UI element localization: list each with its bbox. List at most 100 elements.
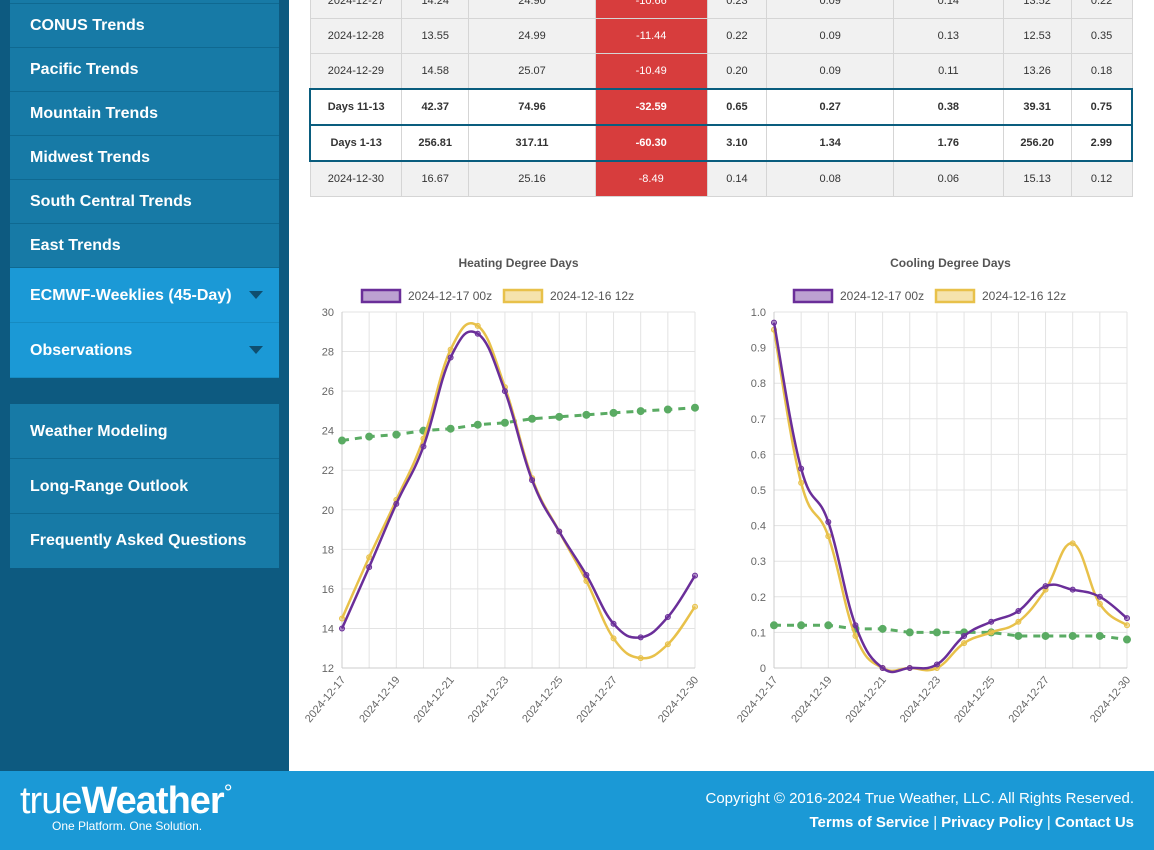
table-cell: 2.99 <box>1070 124 1133 162</box>
x-tick-label: 2024-12-21 <box>412 674 457 725</box>
heating-degree-days-chart: Heating Degree Days 2024-12-17 00z 2024-12… <box>303 256 701 725</box>
data-point <box>1069 540 1076 547</box>
sidebar-item-observations[interactable]: Observations <box>10 323 279 378</box>
data-point <box>1041 631 1050 640</box>
data-point <box>583 572 590 579</box>
data-point <box>636 407 645 416</box>
sidebar-item-faq[interactable]: Frequently Asked Questions <box>10 514 279 568</box>
sidebar-item-south-central-trends[interactable]: South Central Trends <box>10 180 279 224</box>
sidebar-item-weather-modeling[interactable]: Weather Modeling <box>10 404 279 459</box>
trueweather-logo[interactable]: trueWeather° <box>20 780 233 823</box>
data-point <box>825 519 832 526</box>
legend-swatch <box>792 288 834 304</box>
x-tick-label: 2024-12-17 <box>303 674 348 725</box>
y-tick-label: 24 <box>322 426 334 438</box>
table-cell: 317.11 <box>468 124 596 162</box>
sidebar-item-label: Midwest Trends <box>30 149 151 166</box>
sidebar-item-long-range-outlook[interactable]: Long-Range Outlook <box>10 459 279 514</box>
sidebar-item-east-trends[interactable]: East Trends <box>10 224 279 268</box>
chevron-down-icon[interactable] <box>249 291 263 299</box>
data-point <box>1096 593 1103 600</box>
data-point <box>798 479 805 486</box>
table-cell: -60.30 <box>594 124 708 162</box>
sidebar-item-label: Frequently Asked Questions <box>30 532 247 549</box>
data-point <box>1095 631 1104 640</box>
data-point <box>988 618 995 625</box>
table-cell: 0.20 <box>706 53 768 90</box>
x-tick-label: 2024-12-23 <box>898 674 943 725</box>
data-point <box>771 319 777 326</box>
sidebar-item-label: East Trends <box>30 237 121 254</box>
sidebar-item-ecmwf-weeklies[interactable]: ECMWF-Weeklies (45-Day) <box>10 268 279 323</box>
chevron-down-icon[interactable] <box>249 346 263 354</box>
table-cell: 0.14 <box>893 0 1004 19</box>
x-tick-label: 2024-12-25 <box>520 674 565 725</box>
table-cell: 0.22 <box>1070 0 1133 19</box>
data-point <box>1014 631 1023 640</box>
table-cell: 0.35 <box>1070 18 1133 54</box>
data-point <box>1123 635 1131 644</box>
data-point <box>664 641 671 648</box>
legend-label: 2024-12-16 12z <box>550 289 634 303</box>
main-content: 2024-12-27 14.24 24.90 -10.66 0.23 0.09 0.14 13… <box>289 0 1154 771</box>
chart-title: Cooling Degree Days <box>890 256 1011 270</box>
y-tick-label: 0.9 <box>751 343 766 355</box>
legend-label: 2024-12-17 00z <box>840 289 924 303</box>
y-tick-label: 18 <box>322 544 334 556</box>
sidebar-item-mountain-trends[interactable]: Mountain Trends <box>10 92 279 136</box>
table-cell: 256.20 <box>1002 124 1072 162</box>
table-cell: 0.06 <box>893 160 1004 197</box>
table-cell: 15.13 <box>1002 160 1072 197</box>
y-tick-label: 0 <box>760 663 766 675</box>
x-tick-label: 2024-12-27 <box>574 674 619 725</box>
sidebar-item-label: Observations <box>30 342 133 359</box>
table-cell: 0.27 <box>766 88 895 126</box>
data-point <box>1069 586 1076 593</box>
y-tick-label: 0.7 <box>751 414 766 426</box>
sidebar-item-top-partial[interactable] <box>10 0 279 4</box>
data-point <box>447 354 454 361</box>
data-point <box>339 615 345 622</box>
privacy-policy-link[interactable]: Privacy Policy <box>941 814 1043 831</box>
x-tick-label: 2024-12-19 <box>789 674 834 725</box>
table-cell: 0.11 <box>893 53 1004 90</box>
data-point <box>1068 631 1077 640</box>
table-cell: 0.08 <box>766 160 895 197</box>
terms-of-service-link[interactable]: Terms of Service <box>809 814 930 831</box>
y-tick-label: 16 <box>322 584 334 596</box>
table-cell: Days 11-13 <box>309 88 403 126</box>
contact-us-link[interactable]: Contact Us <box>1054 814 1134 831</box>
data-point <box>529 477 536 484</box>
table-cell: 24.90 <box>468 0 596 19</box>
data-point <box>932 628 941 637</box>
sidebar-item-label: Mountain Trends <box>30 105 158 122</box>
table-cell: 0.13 <box>893 18 1004 54</box>
table-cell: -10.66 <box>594 0 708 19</box>
sidebar-item-pacific-trends[interactable]: Pacific Trends <box>10 48 279 92</box>
y-tick-label: 26 <box>322 386 334 398</box>
table-cell: -32.59 <box>594 88 708 126</box>
sidebar-item-midwest-trends[interactable]: Midwest Trends <box>10 136 279 180</box>
data-point <box>393 500 400 507</box>
data-point <box>637 634 644 641</box>
data-point <box>692 572 698 579</box>
data-point <box>961 640 968 647</box>
data-point <box>1015 618 1022 625</box>
sidebar-item-conus-trends[interactable]: CONUS Trends <box>10 4 279 48</box>
legend-label: 2024-12-16 12z <box>982 289 1066 303</box>
sidebar-nav-group-1: CONUS Trends Pacific Trends Mountain Tre… <box>10 0 279 378</box>
table-cell: 0.09 <box>766 53 895 90</box>
data-point <box>879 665 886 671</box>
table-row: 2024-12-30 16.67 25.16 -8.49 0.14 0.08 0.06 15.… <box>309 160 1133 197</box>
data-point <box>988 629 995 636</box>
table-cell: 2024-12-29 <box>309 53 403 90</box>
data-point <box>420 443 427 450</box>
table-cell: 12.53 <box>1002 18 1072 54</box>
x-tick-label: 2024-12-30 <box>1088 674 1133 725</box>
x-tick-label: 2024-12-21 <box>844 674 889 725</box>
footer <box>0 771 1154 850</box>
y-tick-label: 1.0 <box>751 307 766 319</box>
chart-title: Heating Degree Days <box>458 256 578 270</box>
series-line <box>340 321 697 660</box>
link-separator: | <box>1046 814 1051 831</box>
